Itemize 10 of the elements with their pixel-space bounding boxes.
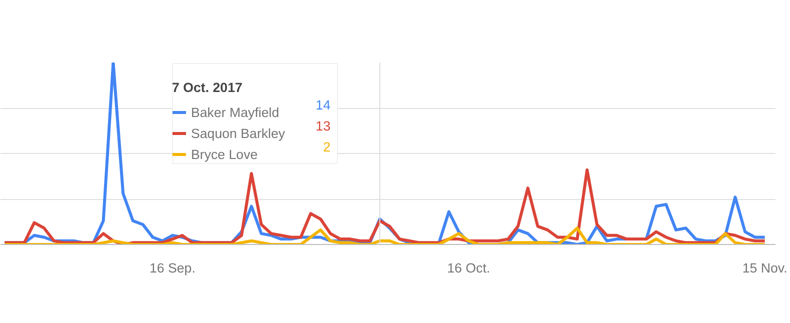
annotation: 2: [323, 140, 331, 154]
annotation: 14: [316, 98, 332, 112]
annotation: 13: [316, 118, 331, 134]
x-tick-label: 16 Oct.: [447, 260, 490, 276]
legend-title: 7 Oct. 2017: [172, 80, 244, 95]
legend-label: Baker Mayfield: [191, 104, 280, 120]
legend-label: Bryce Love: [191, 146, 259, 163]
x-tick-label: 16 Sep.: [149, 260, 196, 276]
legend-label: Saquon Barkley: [191, 126, 286, 140]
x-tick-label: 15 Nov.: [742, 260, 788, 276]
